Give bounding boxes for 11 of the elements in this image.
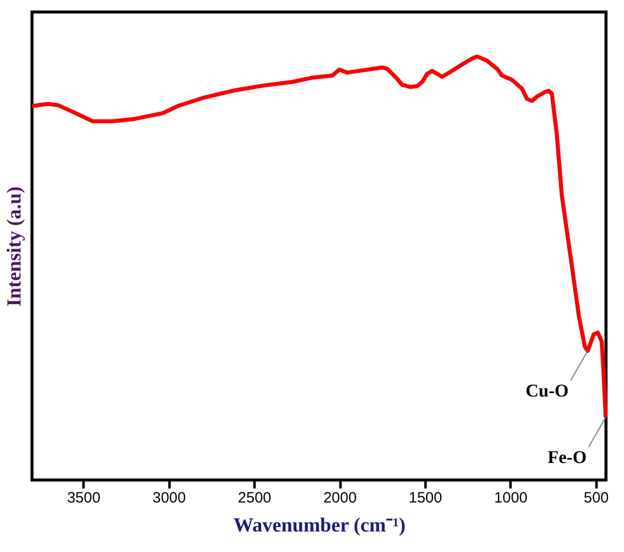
x-tick-label: 500 xyxy=(584,490,609,506)
annotation: Fe-O xyxy=(548,446,587,467)
x-tick-label: 3500 xyxy=(67,490,100,506)
x-tick-label: 1500 xyxy=(408,490,442,506)
annotation: Cu-O xyxy=(526,380,569,400)
x-tick-label: 2500 xyxy=(238,490,272,506)
x-tick-label: 2000 xyxy=(323,490,357,506)
x-tick-label: 1000 xyxy=(494,490,528,506)
x-axis-title: Wavenumber (cm⁻¹) xyxy=(233,514,406,536)
y-axis-title: Intensity (a.u) xyxy=(4,186,26,307)
x-tick-label: 3000 xyxy=(152,490,186,506)
